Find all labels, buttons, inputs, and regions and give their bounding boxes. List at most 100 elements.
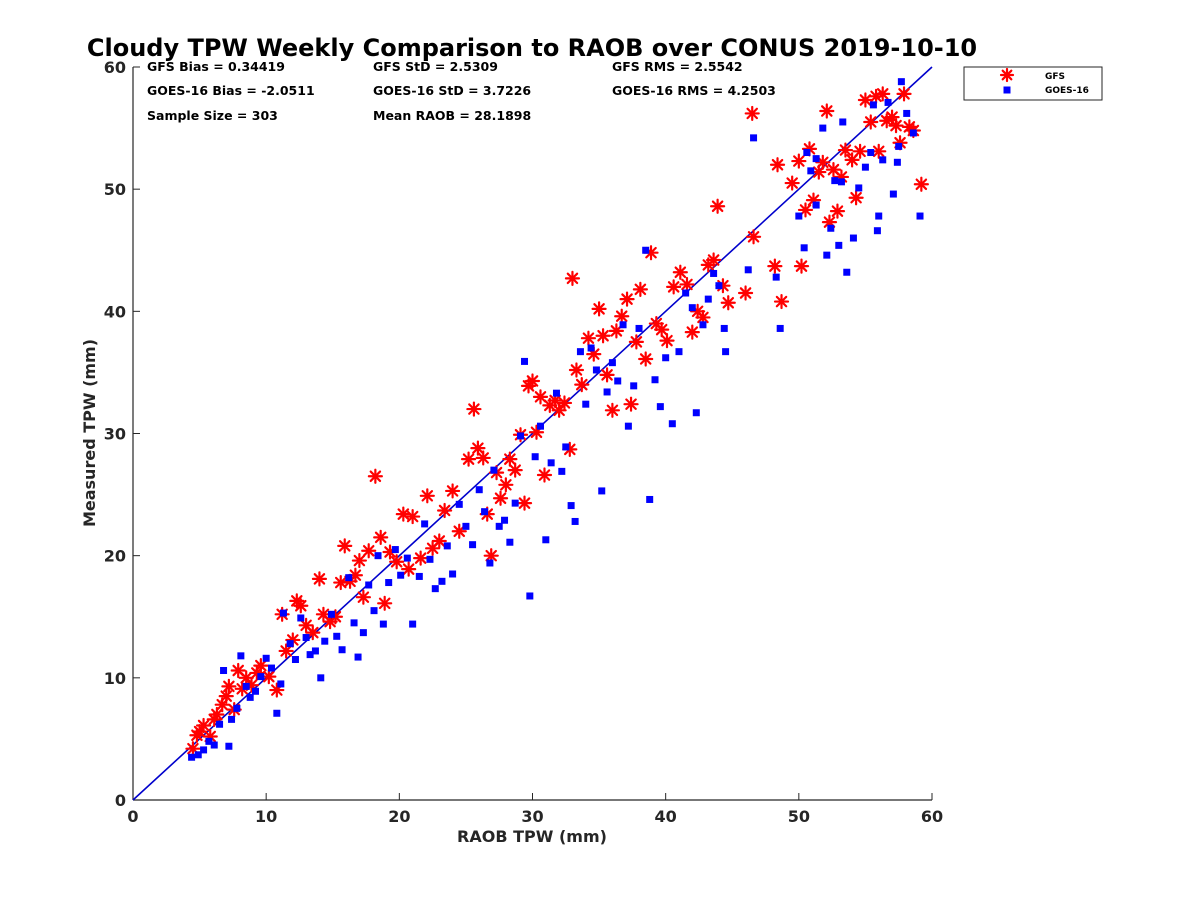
gfs-point [221,678,237,694]
gfs-point [305,625,321,641]
goes16-point [635,324,643,332]
goes16-point [536,422,544,430]
goes16-point [823,251,831,259]
goes16-point [715,282,723,290]
goes16-point [675,348,683,356]
goes16-point [835,241,843,249]
y-tick-label: 60 [104,58,126,77]
legend-gfs-symbol [999,67,1015,83]
gfs-point [564,270,581,286]
x-tick-label: 50 [788,807,810,826]
goes16-point [699,321,707,329]
gfs-point [628,334,644,350]
goes16-point [531,453,539,461]
gfs-point [253,658,269,674]
stats-block: GFS Bias = 0.34419 GFS StD = 2.5309 GFS … [147,59,776,123]
gfs-point [815,154,831,170]
goes16-point [873,227,881,235]
goes16-point [867,149,875,157]
gfs-point [875,86,891,102]
gfs-point [337,538,353,554]
gfs-point [507,462,523,478]
goes16-point [257,673,265,681]
goes16-point [490,466,498,474]
goes16-point [338,646,346,654]
goes16-point [795,212,803,220]
goes16-point [517,432,525,440]
gfs-point [516,495,533,511]
goes16-point [311,647,319,655]
gfs-point [837,142,854,158]
y-tick-label: 30 [104,425,126,444]
gfs-point [896,86,912,102]
goes16-point [839,118,847,126]
goes16-point [843,268,851,276]
x-tick-label: 60 [921,807,943,826]
goes16-point [481,508,489,516]
gfs-point [819,103,835,119]
gfs-point [737,285,754,301]
gfs-point [913,176,929,192]
gfs-point [791,153,807,169]
gfs-point [333,574,349,591]
goes16-point [521,357,529,365]
goes16-point [547,459,555,467]
goes16-point [837,178,845,186]
goes16-point [803,149,811,157]
gfs-point [278,643,294,659]
gfs-point [413,550,429,566]
goes16-point [455,500,463,508]
goes16-point [903,109,911,117]
gfs-point [793,258,810,274]
goes16-point [642,246,650,254]
gfs-point [614,308,630,324]
goes16-point [438,577,446,585]
goes16-point [379,620,387,628]
goes16-point [370,607,378,615]
gfs-point [784,175,800,191]
goes16-point [306,651,314,659]
goes16-point [426,555,434,563]
goes16-point [501,516,509,524]
gfs-point [623,396,639,412]
gfs-point [551,402,567,418]
goes16-point [262,654,270,662]
gfs-point [261,669,277,685]
goes16-point [333,632,341,640]
goes16-point [469,541,477,549]
y-tick-label: 10 [104,669,126,688]
gfs-point [745,229,762,245]
gfs-point [419,488,435,504]
goes16-point [194,751,202,759]
goes16-point [909,129,917,137]
goes16-point [391,546,399,554]
gfs-point [595,328,611,344]
goes16-point [772,273,780,281]
legend-goes-marker [1003,86,1011,94]
goes16-point [267,664,275,672]
goes16-point [317,674,325,682]
gfs-point [829,203,846,219]
goes16-point [374,552,382,560]
gfs-point [355,589,371,605]
goes16-point [619,321,627,329]
goes16-point [397,571,405,579]
goes16-point [542,536,550,544]
goes16-point [662,354,670,362]
gfs-point [666,279,682,295]
goes16-point [475,486,483,494]
goes16-point [884,98,892,106]
goes16-point [855,184,863,192]
goes16-point [486,559,494,567]
x-tick-label: 0 [127,807,138,826]
gfs-point [797,202,814,218]
gfs-point [269,682,285,698]
x-tick-label: 40 [655,807,677,826]
goes16-point [279,609,287,617]
goes16-point [495,522,503,530]
gfs-point [373,529,389,545]
gfs-point [536,467,553,483]
gfs-point [619,291,635,307]
gfs-rms-text: GFS RMS = 2.5542 [612,59,743,74]
